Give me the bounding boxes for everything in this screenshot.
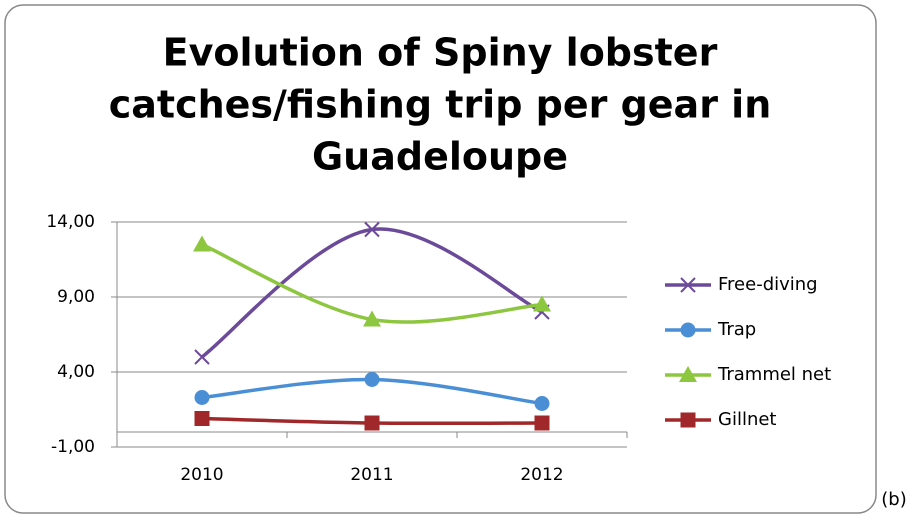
chart-title: Guadeloupe <box>312 135 568 179</box>
chart-frame <box>4 4 877 514</box>
y-tick-label: -1,00 <box>51 437 95 457</box>
data-point <box>193 235 211 252</box>
y-tick-label: 14,00 <box>46 212 95 232</box>
data-point <box>364 372 380 387</box>
data-point <box>363 310 381 327</box>
x-tick-label: 2012 <box>520 465 563 485</box>
legend-label: Gillnet <box>718 409 777 430</box>
data-point <box>534 415 550 431</box>
legend-label: Trap <box>717 319 756 340</box>
data-point <box>364 221 380 238</box>
legend-label: Free-diving <box>718 274 818 295</box>
x-tick-label: 2011 <box>350 465 393 485</box>
x-tick-label: 2010 <box>180 465 223 485</box>
legend-marker <box>680 412 696 428</box>
data-point <box>533 295 551 312</box>
legend-marker <box>680 277 696 293</box>
data-point <box>534 396 550 411</box>
data-point <box>364 415 380 431</box>
data-point <box>194 349 210 365</box>
panel-label: (b) <box>881 489 906 510</box>
chart-title: catches/fishing trip per gear in <box>109 83 772 127</box>
legend-label: Trammel net <box>717 364 831 385</box>
legend-marker <box>680 322 696 338</box>
data-point <box>194 411 210 426</box>
y-tick-label: 9,00 <box>57 287 95 307</box>
chart-title: Evolution of Spiny lobster <box>163 31 718 75</box>
data-point <box>194 390 210 405</box>
y-tick-label: 4,00 <box>57 362 95 382</box>
legend-marker <box>679 366 697 382</box>
